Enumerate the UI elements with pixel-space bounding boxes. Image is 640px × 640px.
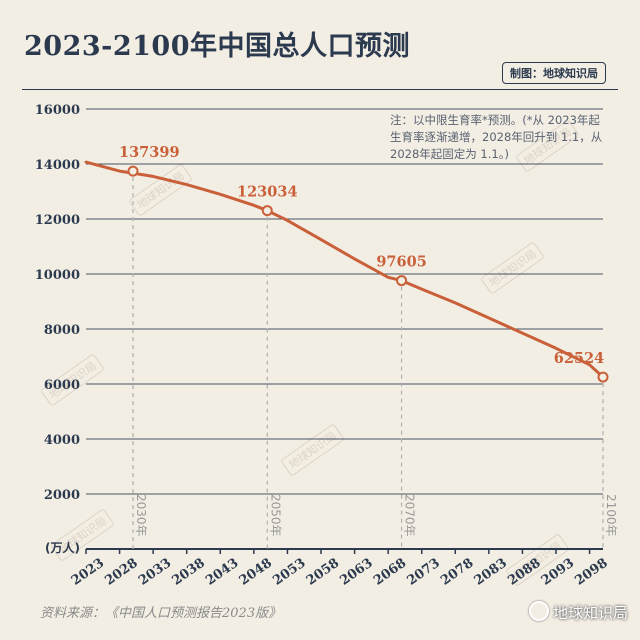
- x-tick-label: 2053: [270, 556, 308, 589]
- x-tick-label: 2033: [136, 556, 174, 589]
- x-tick-label: 2073: [405, 556, 443, 589]
- x-tick-label: 2093: [539, 556, 577, 589]
- data-label: 137399: [119, 144, 180, 161]
- source-text: 资料来源：《中国人口预测报告2023版》: [40, 606, 282, 621]
- x-tick-label: 2023: [69, 556, 107, 589]
- x-tick-label: 2028: [102, 556, 140, 589]
- data-label: 62524: [554, 350, 604, 367]
- y-tick-label: 16000: [35, 103, 80, 118]
- x-tick-label: 2043: [203, 556, 241, 589]
- x-tick-label: 2068: [371, 556, 409, 589]
- marker-year-label: 2030年: [134, 494, 148, 537]
- y-axis-unit: (万人): [45, 540, 80, 555]
- data-point: [261, 205, 273, 217]
- y-tick-label: 6000: [44, 378, 80, 393]
- credit-badge: 制图：地球知识局: [502, 62, 606, 84]
- x-tick-label: 2098: [572, 556, 610, 589]
- x-tick-label: 2078: [438, 556, 476, 589]
- data-point: [597, 371, 609, 383]
- marker-year-label: 2070年: [403, 494, 417, 537]
- x-tick-label: 2058: [304, 556, 342, 589]
- x-tick-label: 2063: [337, 556, 375, 589]
- title-divider: [22, 89, 618, 91]
- y-tick-label: 12000: [35, 213, 80, 228]
- marker-year-label: 2050年: [268, 494, 282, 537]
- x-tick-label: 2088: [505, 556, 543, 589]
- y-tick-label: 10000: [35, 268, 80, 283]
- data-point: [127, 165, 139, 177]
- data-label: 123034: [237, 184, 298, 201]
- brand-watermark: 地球知识局: [528, 601, 628, 623]
- x-tick-label: 2038: [170, 556, 208, 589]
- y-tick-label: 2000: [44, 488, 80, 503]
- y-tick-label: 4000: [44, 433, 80, 448]
- chart-note: 注：以中限生育率*预测。(*从 2023年起生育率逐渐递增，2028年回升到 1…: [390, 113, 603, 161]
- page-title: 2023-2100年中国总人口预测: [24, 31, 410, 62]
- x-tick-label: 2083: [472, 556, 510, 589]
- population-series-line: [84, 160, 605, 379]
- brand-label: 地球知识局: [552, 604, 628, 622]
- data-point: [396, 275, 408, 287]
- x-tick-label: 2048: [237, 556, 275, 589]
- paw-icon: [528, 601, 549, 621]
- y-tick-label: 8000: [44, 323, 80, 338]
- data-label: 97605: [376, 254, 426, 271]
- y-tick-label: 14000: [35, 158, 80, 173]
- marker-year-label: 2100年: [604, 494, 618, 537]
